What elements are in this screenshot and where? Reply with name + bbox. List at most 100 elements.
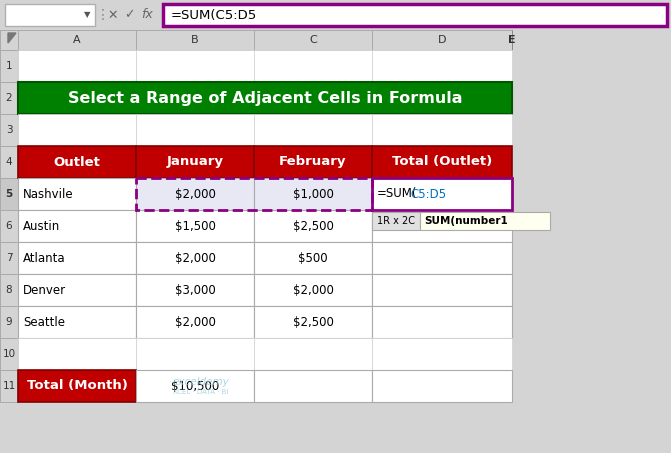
Bar xyxy=(136,146,254,178)
Text: 6: 6 xyxy=(5,221,12,231)
Bar xyxy=(254,370,372,402)
Text: Atlanta: Atlanta xyxy=(23,251,66,265)
Text: A: A xyxy=(73,35,81,45)
Text: January: January xyxy=(166,155,223,169)
Text: 4: 4 xyxy=(5,157,12,167)
Text: B: B xyxy=(191,35,199,45)
Text: Seattle: Seattle xyxy=(23,315,65,328)
Bar xyxy=(372,178,512,210)
Bar xyxy=(372,212,420,230)
Text: =SUM(C5:D5: =SUM(C5:D5 xyxy=(171,9,257,21)
Bar xyxy=(372,30,512,50)
Bar xyxy=(0,114,18,146)
Text: 9: 9 xyxy=(5,317,12,327)
Bar xyxy=(18,146,136,178)
Text: =SUM(: =SUM( xyxy=(377,188,417,201)
Bar xyxy=(18,274,136,306)
Text: exceldemy: exceldemy xyxy=(172,377,229,387)
Text: ✓: ✓ xyxy=(123,9,134,21)
Bar xyxy=(136,114,254,146)
Bar xyxy=(136,178,372,210)
Bar xyxy=(0,146,18,178)
Bar xyxy=(18,178,136,210)
Bar xyxy=(18,338,136,370)
Bar xyxy=(18,114,136,146)
Bar xyxy=(18,210,136,242)
Text: Denver: Denver xyxy=(23,284,66,297)
Text: ✕: ✕ xyxy=(108,9,118,21)
Text: ▼: ▼ xyxy=(84,10,91,19)
Text: Outlet: Outlet xyxy=(54,155,101,169)
Bar xyxy=(18,242,136,274)
Bar xyxy=(372,370,512,402)
Bar xyxy=(0,242,18,274)
Text: February: February xyxy=(279,155,347,169)
Bar xyxy=(0,210,18,242)
Text: C: C xyxy=(309,35,317,45)
Bar xyxy=(254,114,372,146)
Text: 8: 8 xyxy=(5,285,12,295)
Text: 2: 2 xyxy=(5,93,12,103)
Bar xyxy=(254,242,372,274)
Bar xyxy=(254,30,372,50)
Bar xyxy=(18,30,136,50)
Text: D: D xyxy=(437,35,446,45)
Text: ⋮: ⋮ xyxy=(96,8,110,22)
Text: $3,000: $3,000 xyxy=(174,284,215,297)
Text: $2,500: $2,500 xyxy=(293,315,333,328)
Bar xyxy=(420,212,550,230)
Text: $1,000: $1,000 xyxy=(293,188,333,201)
Bar xyxy=(136,306,254,338)
Bar xyxy=(18,82,512,114)
Text: $2,500: $2,500 xyxy=(293,220,333,232)
Text: 5: 5 xyxy=(5,189,13,199)
Bar xyxy=(0,306,18,338)
Bar xyxy=(254,50,372,82)
Text: 11: 11 xyxy=(3,381,15,391)
Bar xyxy=(372,274,512,306)
Bar xyxy=(136,274,254,306)
Text: Nashvile: Nashvile xyxy=(23,188,74,201)
Text: Austin: Austin xyxy=(23,220,60,232)
Text: $500: $500 xyxy=(298,251,328,265)
Bar xyxy=(136,370,254,402)
Text: 1: 1 xyxy=(5,61,12,71)
Text: 7: 7 xyxy=(5,253,12,263)
Bar xyxy=(372,114,512,146)
Bar xyxy=(372,242,512,274)
Text: Select a Range of Adjacent Cells in Formula: Select a Range of Adjacent Cells in Form… xyxy=(68,91,462,106)
Bar xyxy=(372,338,512,370)
Bar xyxy=(136,50,254,82)
Bar xyxy=(254,210,372,242)
Bar xyxy=(254,306,372,338)
Bar xyxy=(136,242,254,274)
Bar xyxy=(0,0,671,30)
Text: Total (Month): Total (Month) xyxy=(27,380,127,392)
Text: 10: 10 xyxy=(3,349,15,359)
Text: 1R x 2C: 1R x 2C xyxy=(377,216,415,226)
Bar xyxy=(254,274,372,306)
Bar xyxy=(136,30,254,50)
Text: C5:D5: C5:D5 xyxy=(410,188,446,201)
Text: SUM(number1: SUM(number1 xyxy=(424,216,508,226)
Bar xyxy=(372,50,512,82)
Bar xyxy=(163,4,667,26)
Bar xyxy=(136,210,254,242)
Bar xyxy=(372,146,512,178)
Bar xyxy=(18,370,136,402)
Bar xyxy=(136,178,254,210)
Bar xyxy=(254,178,372,210)
Bar xyxy=(254,338,372,370)
Text: $1,500: $1,500 xyxy=(174,220,215,232)
Bar xyxy=(0,50,18,82)
Bar xyxy=(5,4,95,26)
Bar xyxy=(18,50,136,82)
Bar xyxy=(0,30,18,50)
Bar xyxy=(372,210,512,242)
Bar xyxy=(0,178,18,210)
Text: 3: 3 xyxy=(5,125,12,135)
Text: Total (Outlet): Total (Outlet) xyxy=(392,155,492,169)
Bar xyxy=(0,338,18,370)
Text: fx: fx xyxy=(141,9,153,21)
Text: $10,500: $10,500 xyxy=(171,380,219,392)
